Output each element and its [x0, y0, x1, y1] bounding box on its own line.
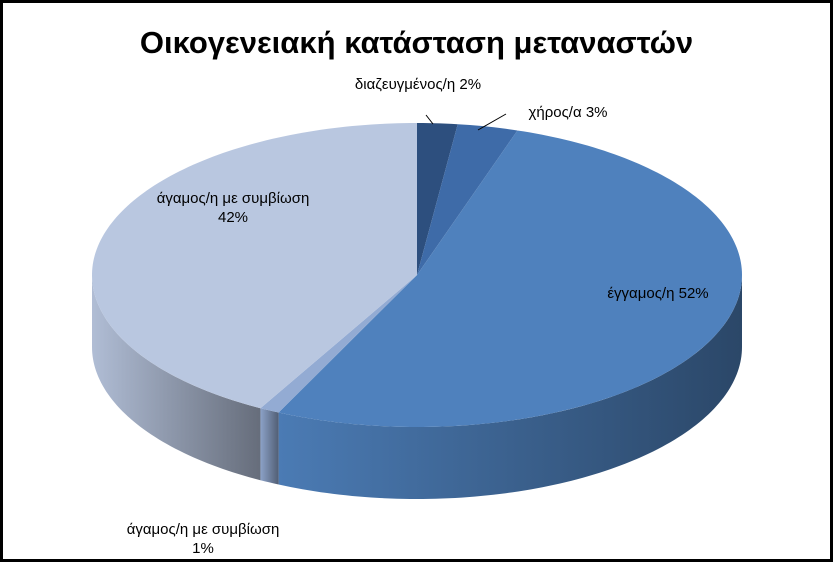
label-name: άγαμος/η με συμβίωση: [156, 190, 310, 207]
label-value: 52%: [678, 285, 709, 302]
label-name: έγγαμος/η: [607, 285, 675, 302]
slice: [417, 124, 518, 275]
label-name: άγαμος/η με συμβίωση: [126, 521, 280, 538]
slice-side: [260, 408, 279, 485]
leader-line: [477, 113, 507, 131]
data-label: έγγαμος/η 52%: [573, 284, 743, 303]
label-value: 42%: [217, 209, 249, 226]
chart-title: Οικογενειακή κατάσταση μεταναστών: [139, 25, 694, 60]
label-value: 2%: [459, 76, 482, 93]
slice: [278, 130, 742, 427]
pie-plot: [92, 113, 742, 499]
data-label: άγαμος/η με συμβίωση 1%: [123, 520, 283, 558]
slice: [417, 123, 458, 275]
label-value: 3%: [585, 104, 608, 121]
data-label: διαζευγμένος/η 2%: [338, 75, 498, 94]
label-name: διαζευγμένος/η: [354, 76, 456, 93]
label-name: χήρος/α: [528, 104, 582, 121]
data-label: άγαμος/η με συμβίωση 42%: [153, 189, 313, 227]
slice: [92, 123, 417, 409]
leader-line: [425, 114, 434, 125]
label-value: 1%: [192, 540, 214, 557]
slice-side: [92, 275, 261, 481]
slice-side: [278, 275, 742, 499]
data-label: χήρος/α 3%: [508, 103, 628, 122]
slice: [260, 275, 417, 413]
